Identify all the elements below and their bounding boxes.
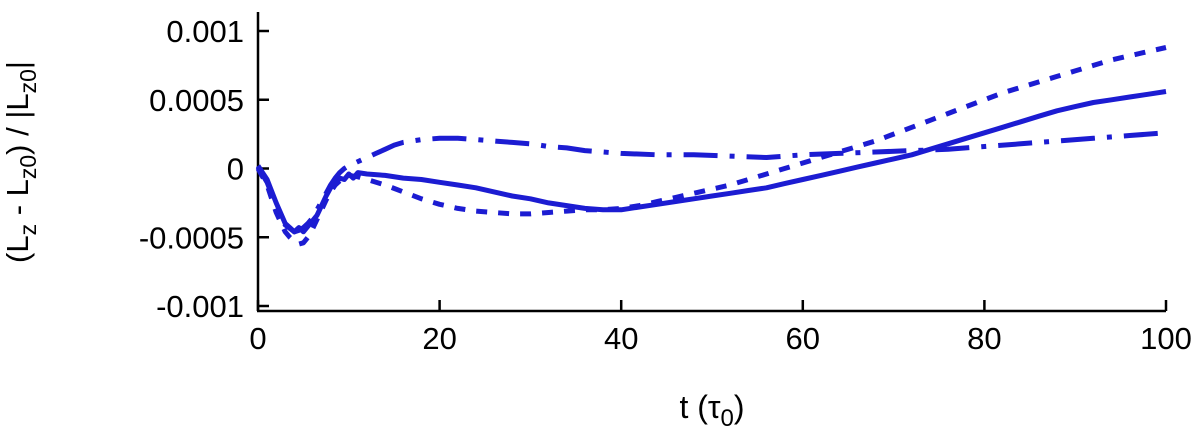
series-short-dash — [255, 45, 1167, 247]
y-tick-label: 0.0005 — [149, 83, 244, 118]
y-tick-label: 0.001 — [166, 14, 244, 49]
axis-label-part: (L — [0, 235, 35, 263]
x-tick-label: 40 — [604, 321, 638, 356]
axis-label-part: ) / |L — [0, 93, 35, 154]
x-tick-label: 80 — [967, 321, 1001, 356]
axis-label-part: τ — [708, 389, 721, 425]
x-axis-label: t (τ0) — [679, 389, 744, 432]
axis-label-part: - L — [0, 179, 35, 224]
y-axis-label: (Lz - Lz0) / |Lz0| — [0, 61, 41, 263]
x-tick-label: 0 — [249, 321, 266, 356]
axis-label-part: z0 — [15, 69, 41, 93]
series-long-dash-dot — [255, 130, 1167, 235]
axis-label-part: | — [0, 61, 35, 69]
x-tick-label: 60 — [786, 321, 820, 356]
y-tick-label: -0.001 — [156, 289, 244, 324]
axis-label-part: ) — [734, 389, 745, 425]
y-tick-label: 0 — [227, 152, 244, 187]
y-tick-label: -0.0005 — [139, 220, 244, 255]
axis-label-part: t ( — [679, 389, 708, 425]
x-tick-label: 20 — [422, 321, 456, 356]
axis-label-part: 0 — [721, 405, 734, 432]
axis-label-part: z — [15, 224, 41, 236]
x-tick-label: 100 — [1140, 321, 1192, 356]
axis-label-part: z0 — [15, 155, 41, 179]
series-solid — [255, 89, 1167, 235]
